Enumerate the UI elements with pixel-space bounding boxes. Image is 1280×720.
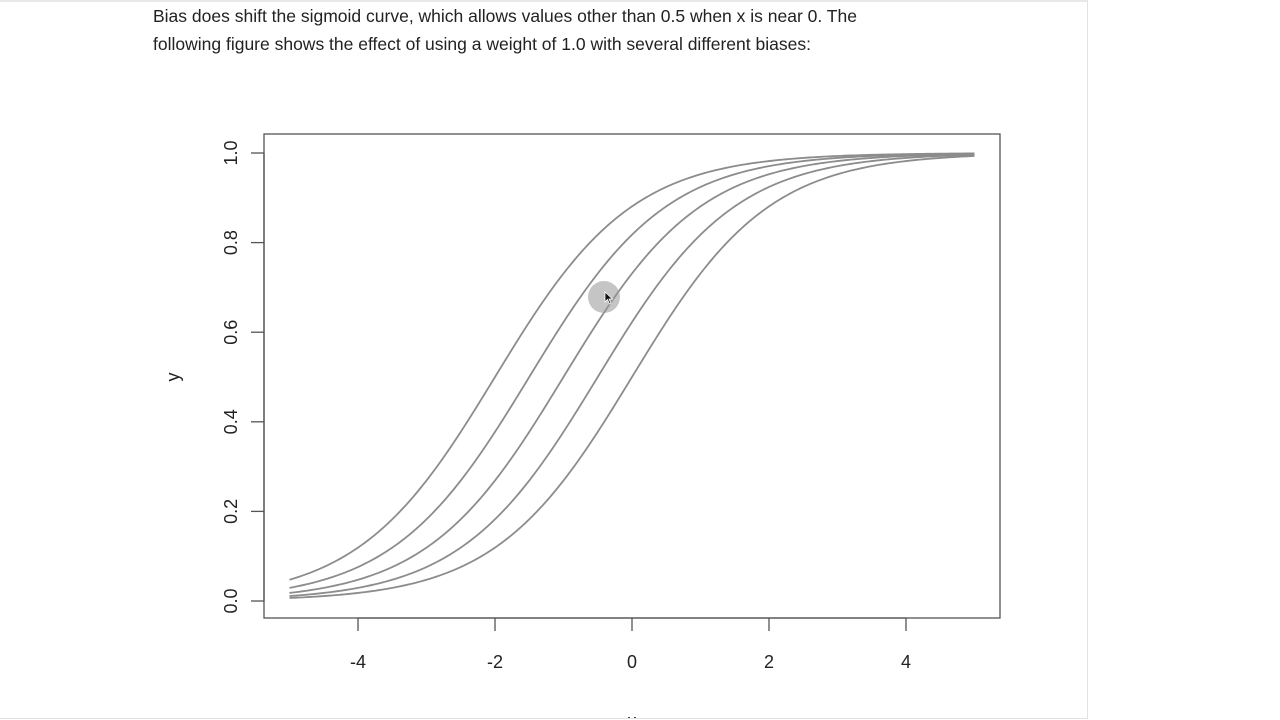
intro-line-2: following figure shows the effect of usi… (153, 34, 811, 54)
mouse-pointer-icon (604, 291, 614, 305)
top-divider (0, 0, 1087, 2)
x-tick-label: 0 (627, 652, 637, 672)
sigmoid-curve-3 (289, 153, 975, 594)
sigmoid-curve-4 (289, 153, 975, 597)
page: Bias does shift the sigmoid curve, which… (0, 0, 1088, 719)
intro-paragraph: Bias does shift the sigmoid curve, which… (153, 2, 1053, 58)
sigmoid-curve-2 (289, 152, 975, 589)
y-tick-label: 0.6 (221, 320, 241, 345)
x-tick-label: 2 (764, 652, 774, 672)
y-axis: 0.0 0.2 0.4 0.6 0.8 1.0 (221, 140, 265, 614)
x-tick-label: -4 (350, 652, 366, 672)
y-axis-label: y (163, 373, 183, 382)
x-axis-label: x (628, 711, 637, 718)
sigmoid-bias-chart: -4 -2 0 2 4 0.0 0.2 0.4 0.6 0.8 1.0 x y (163, 133, 1001, 718)
intro-line-1: Bias does shift the sigmoid curve, which… (153, 6, 857, 26)
x-tick-label: 4 (901, 652, 911, 672)
y-tick-label: 0.4 (221, 409, 241, 434)
y-tick-label: 0.0 (221, 588, 241, 613)
right-pane (1088, 0, 1280, 720)
y-tick-label: 0.8 (221, 230, 241, 255)
cursor-highlight (588, 281, 620, 313)
y-tick-label: 0.2 (221, 499, 241, 524)
sigmoid-curve-5 (289, 155, 975, 599)
sigmoid-curve-1 (289, 152, 975, 581)
y-tick-label: 1.0 (221, 140, 241, 165)
x-tick-label: -2 (487, 652, 503, 672)
x-axis: -4 -2 0 2 4 (350, 617, 911, 672)
curves-group (289, 152, 975, 599)
